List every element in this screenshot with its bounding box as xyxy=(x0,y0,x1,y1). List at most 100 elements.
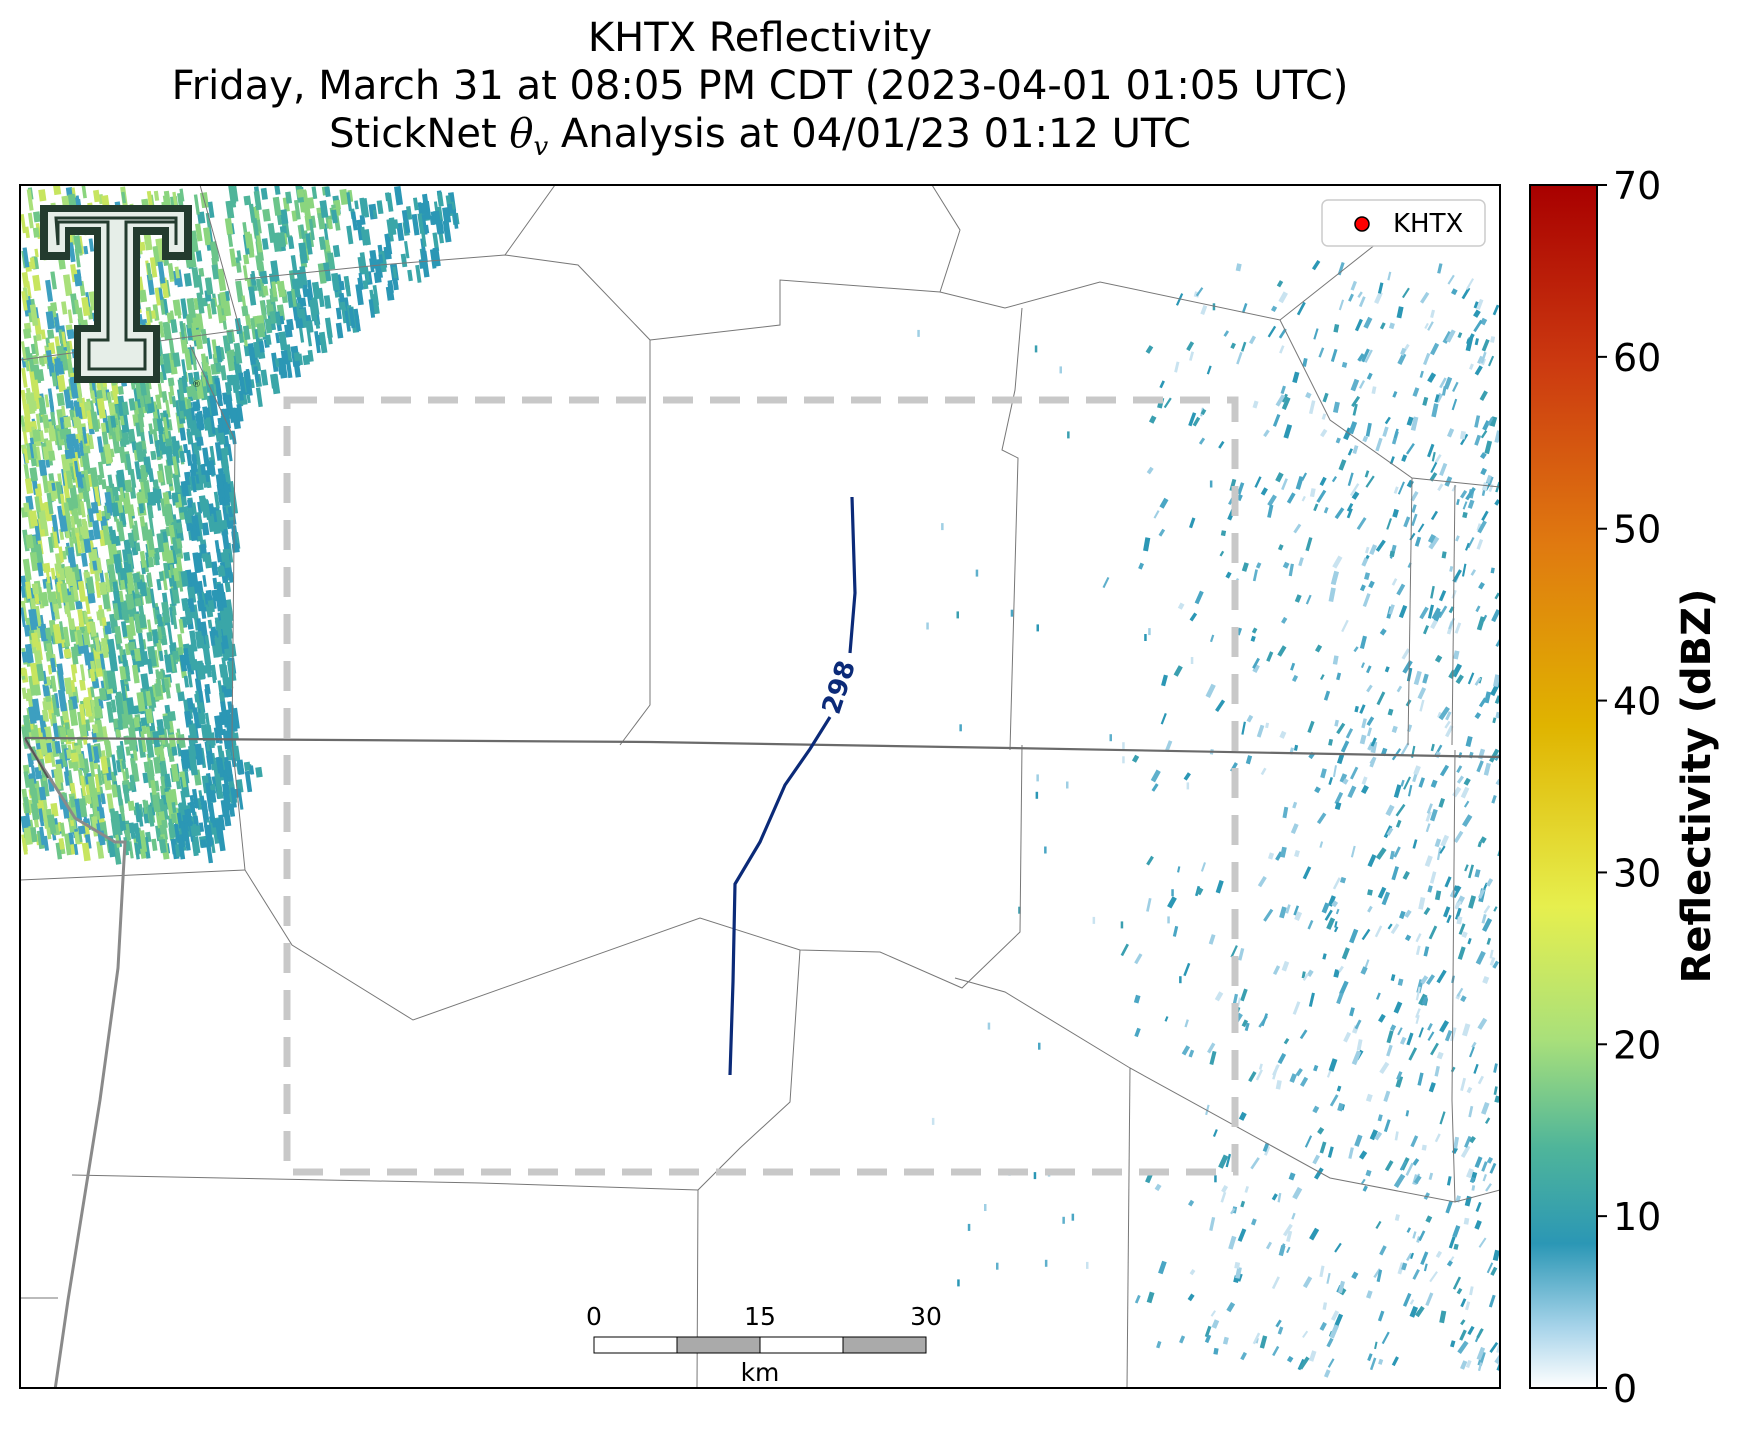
echo-gate xyxy=(1411,504,1417,513)
echo-gate xyxy=(400,253,408,268)
echo-gate xyxy=(1392,508,1399,518)
echo-gate xyxy=(29,257,36,270)
echo-gate xyxy=(1447,274,1455,285)
echo-gate xyxy=(53,768,62,790)
echo-gate xyxy=(1334,1313,1344,1328)
echo-gate xyxy=(1402,660,1413,674)
echo-gate xyxy=(295,318,304,329)
echo-gate xyxy=(1391,1356,1399,1367)
echo-gate xyxy=(34,496,41,513)
echo-gate xyxy=(1403,516,1411,528)
echo-gate xyxy=(1369,1357,1377,1371)
echo-gate xyxy=(1391,578,1398,586)
echo-gate xyxy=(1453,1136,1460,1149)
echo-gate xyxy=(204,688,211,703)
echo-gate xyxy=(1158,528,1166,537)
echo-gate xyxy=(1427,534,1436,544)
echo-gate xyxy=(108,402,116,416)
state-line-west xyxy=(23,739,127,1388)
echo-gate xyxy=(172,352,181,368)
echo-gate xyxy=(1286,492,1296,504)
echo-gate xyxy=(359,252,368,275)
echo-gate xyxy=(270,374,281,395)
echo-gate xyxy=(1066,781,1069,789)
echo-gate xyxy=(214,773,222,789)
echo-gate xyxy=(1438,590,1447,602)
echo-gate xyxy=(1293,523,1302,534)
echo-gate xyxy=(1456,498,1460,506)
echo-gate xyxy=(1479,317,1488,326)
echo-gate xyxy=(81,426,88,444)
echo-gate xyxy=(1463,777,1471,786)
echo-gate xyxy=(1428,925,1438,940)
echo-gate xyxy=(82,698,90,709)
echo-gate xyxy=(1413,765,1421,776)
echo-gate xyxy=(292,356,302,378)
echo-gate xyxy=(1379,1245,1387,1256)
echo-gate xyxy=(294,199,301,220)
echo-gate xyxy=(1423,946,1430,957)
echo-gate xyxy=(1350,378,1360,392)
echo-gate xyxy=(179,427,187,441)
echo-gate xyxy=(362,197,370,218)
echo-gate xyxy=(97,474,104,486)
echo-gate xyxy=(1349,1007,1355,1017)
echo-gate xyxy=(1131,754,1140,763)
echo-gate xyxy=(58,673,66,692)
echo-gate xyxy=(30,765,37,784)
echo-gate xyxy=(146,504,154,519)
echo-gate xyxy=(1327,895,1336,907)
echo-gate xyxy=(1489,1162,1497,1174)
echo-gate xyxy=(211,818,217,828)
echo-gate xyxy=(956,611,959,619)
echo-gate xyxy=(1452,569,1462,583)
echo-gate xyxy=(98,581,108,596)
echo-gate xyxy=(411,213,420,236)
echo-gate xyxy=(63,485,71,502)
echo-gate xyxy=(1146,855,1154,866)
echo-gate xyxy=(20,575,27,587)
echo-gate xyxy=(1364,470,1370,478)
echo-gate xyxy=(106,701,114,723)
echo-gate xyxy=(140,673,150,690)
echo-gate xyxy=(1470,569,1477,576)
echo-gate xyxy=(118,446,127,464)
echo-gate xyxy=(1454,622,1462,634)
echo-gate xyxy=(54,740,62,754)
echo-gate xyxy=(1391,725,1398,733)
echo-gate xyxy=(255,231,263,253)
echo-gate xyxy=(1272,965,1281,976)
echo-gate xyxy=(1286,1230,1293,1242)
echo-gate xyxy=(1476,1346,1486,1361)
echo-gate xyxy=(1277,1192,1282,1203)
echo-gate xyxy=(1419,699,1425,712)
echo-gate xyxy=(1338,459,1347,471)
echo-gate xyxy=(230,787,237,808)
echo-gate xyxy=(193,825,202,837)
echo-gate xyxy=(1313,328,1319,340)
echo-gate xyxy=(32,364,42,384)
echo-gate xyxy=(1342,778,1349,785)
echo-gate xyxy=(146,529,155,551)
echo-gate xyxy=(188,754,199,776)
echo-gate xyxy=(1280,1243,1286,1251)
echo-gate xyxy=(392,277,399,291)
echo-gate xyxy=(1429,871,1437,884)
echo-gate xyxy=(113,553,123,574)
echo-gate xyxy=(1439,1111,1446,1125)
echo-gate xyxy=(354,200,359,210)
echo-gate xyxy=(28,706,37,725)
echo-gate xyxy=(1209,634,1215,643)
echo-gate xyxy=(452,209,459,229)
echo-gate xyxy=(1289,1073,1297,1083)
echo-gate xyxy=(1352,445,1359,455)
echo-gate xyxy=(146,631,153,642)
echo-gate xyxy=(186,449,193,466)
echo-gate xyxy=(1398,605,1408,619)
echo-gate xyxy=(1335,437,1341,444)
echo-gate xyxy=(45,311,55,330)
echo-gate xyxy=(42,446,51,461)
echo-gate xyxy=(1172,925,1179,937)
echo-gate xyxy=(1478,1237,1487,1248)
echo-gate xyxy=(1367,905,1373,913)
